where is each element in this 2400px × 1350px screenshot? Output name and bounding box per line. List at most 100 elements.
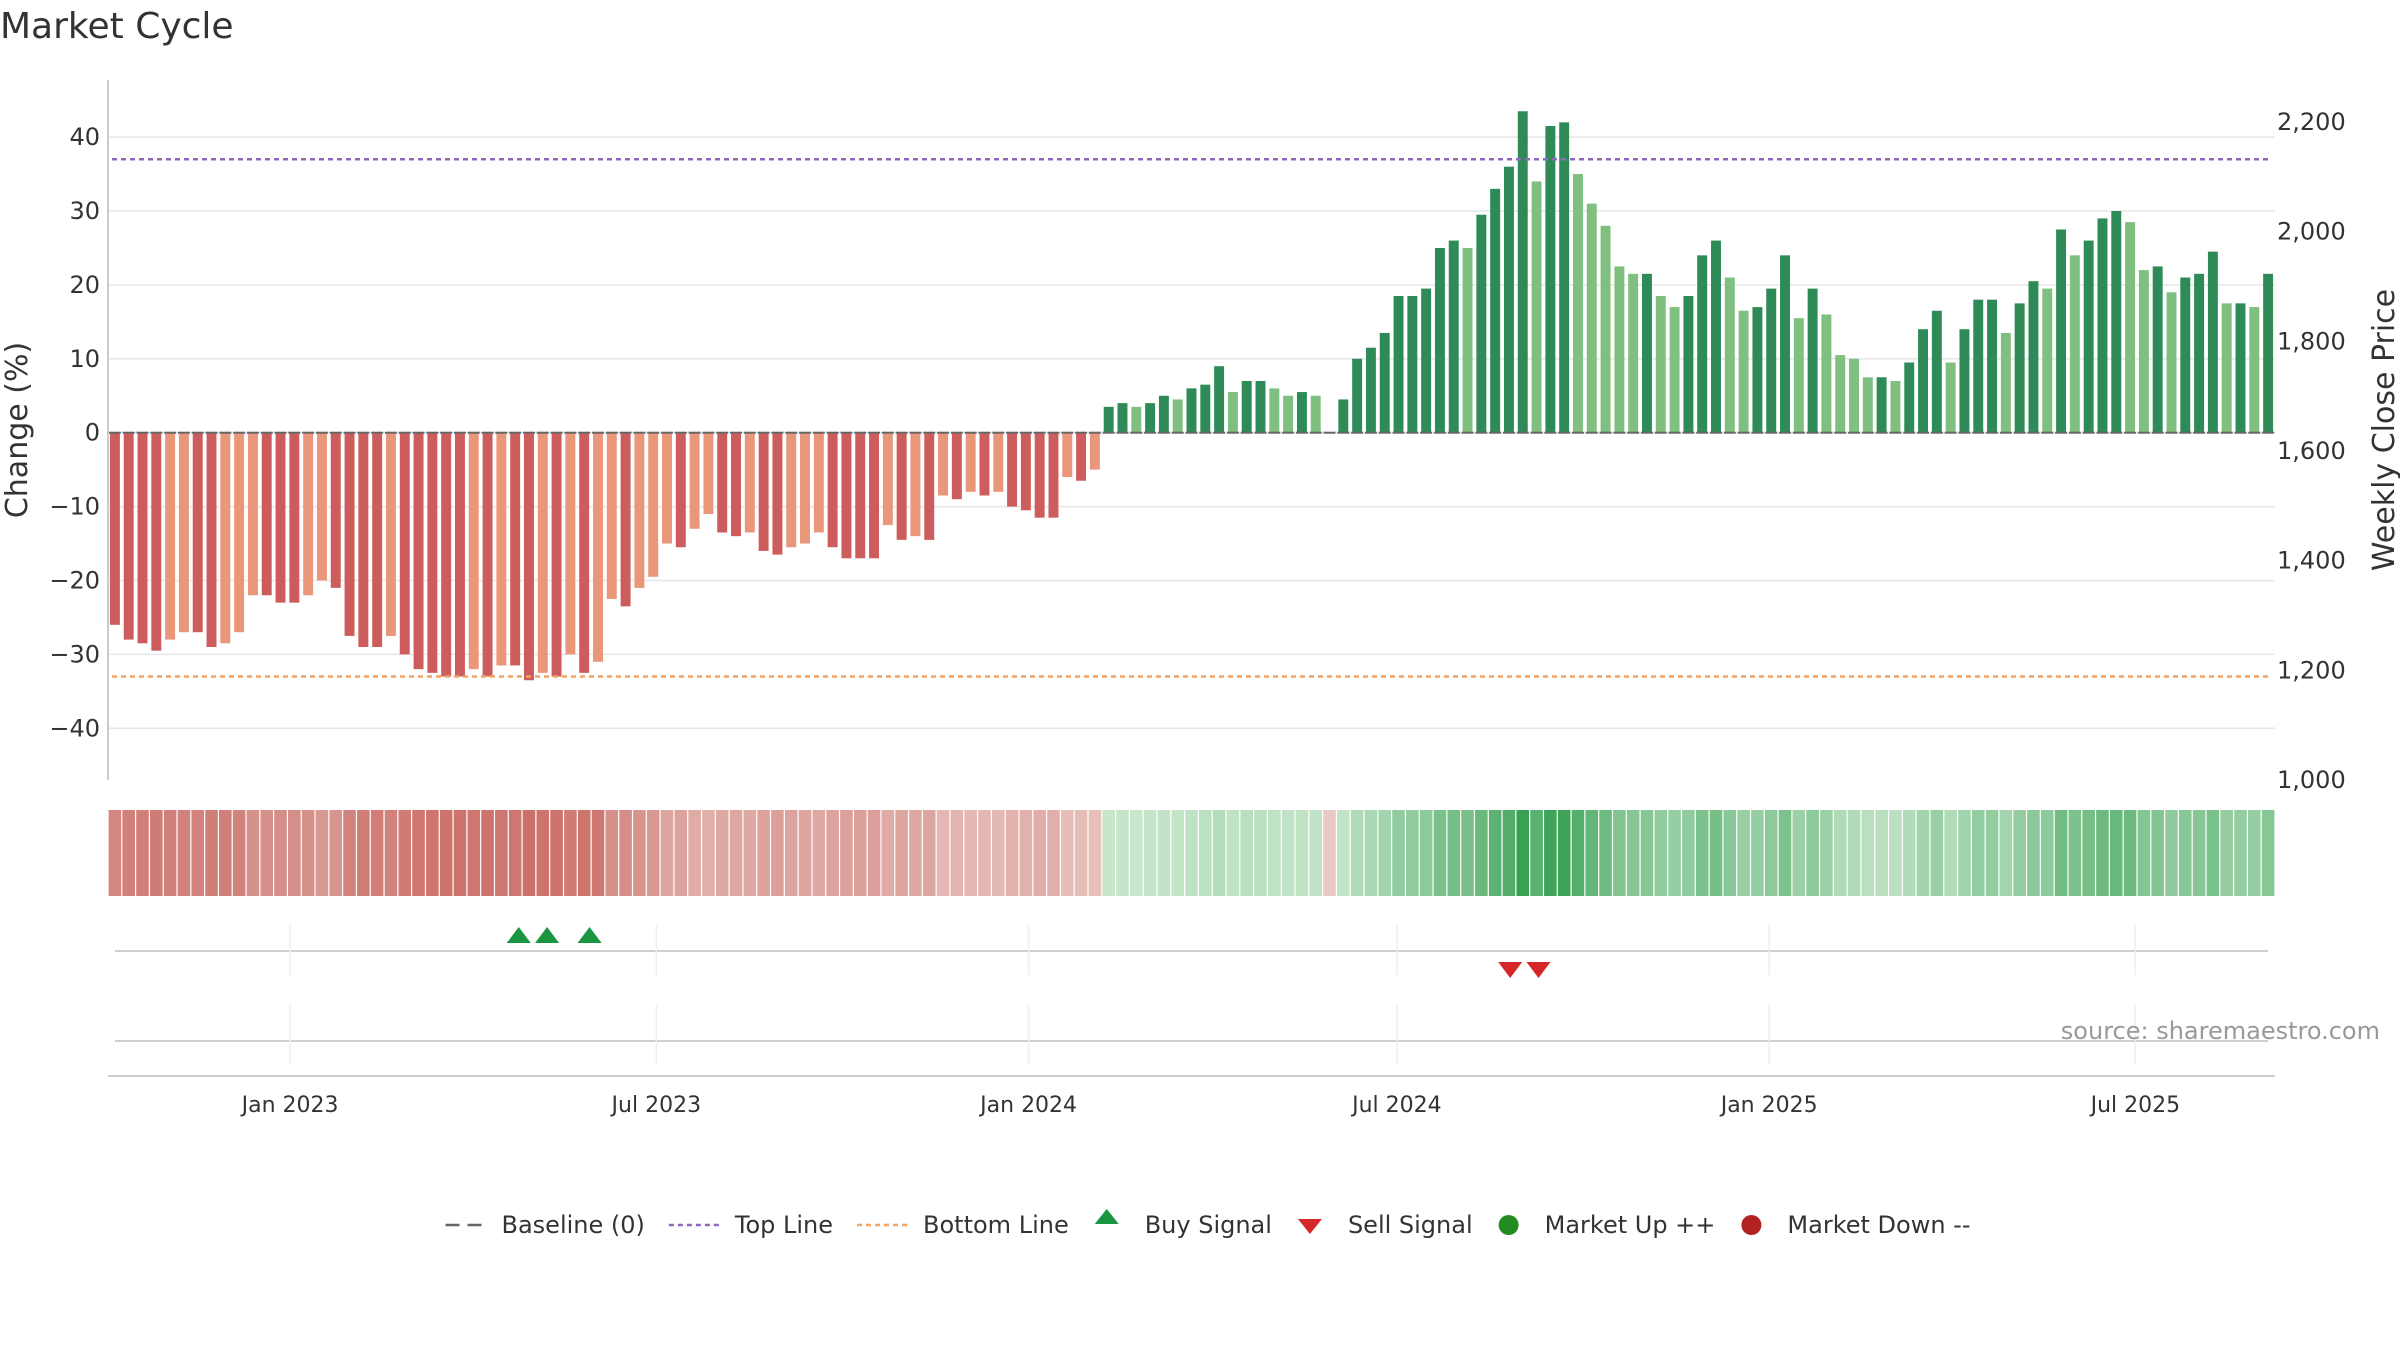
change-bar [247, 432, 258, 596]
band-cell [1447, 810, 1461, 896]
change-bar [1490, 188, 1501, 433]
change-bar [1365, 347, 1376, 433]
change-bar [454, 432, 465, 677]
band-cell [867, 810, 881, 896]
x-axis: Jan 2023 Jul 2023 Jan 2024 Jul 2024 Jan 2025… [108, 1075, 2275, 1118]
band-cell [853, 810, 867, 896]
chart-title: Market Cycle [0, 6, 234, 47]
change-bar [1918, 329, 1929, 433]
change-bar [1531, 181, 1542, 433]
band-cell [1654, 810, 1668, 896]
band-cell [1682, 810, 1695, 896]
y-axis-left-title: Change (%) [0, 342, 35, 518]
band-cell [1916, 810, 1930, 896]
change-bar [951, 432, 962, 500]
band-cell [1833, 810, 1847, 896]
change-bar [1945, 362, 1956, 433]
band-cell [840, 810, 853, 896]
change-bar [772, 432, 783, 555]
change-bar [2000, 332, 2011, 433]
band-cell [508, 810, 522, 896]
change-bar [938, 432, 949, 496]
legend-item-top: Top Line [668, 1211, 833, 1239]
band-cell [1005, 810, 1019, 896]
change-bar [648, 432, 659, 577]
change-bar [1338, 399, 1349, 433]
y-axis-right-title: Weekly Close Price [2367, 289, 2400, 571]
change-bar [2221, 303, 2232, 433]
band-cell [522, 810, 536, 896]
change-bar [1034, 432, 1045, 518]
band-cell [219, 810, 232, 896]
band-cell [1944, 810, 1957, 896]
band-cell [2220, 810, 2233, 896]
band-cell [1544, 810, 1557, 896]
change-bar [1393, 295, 1404, 433]
change-bar [1780, 255, 1790, 433]
change-bar [1007, 432, 1018, 507]
band-cell [315, 810, 329, 896]
legend-item-buy: Buy Signal [1094, 1209, 1272, 1239]
change-bar [2097, 218, 2108, 433]
change-bar [786, 432, 797, 548]
band-cell [301, 810, 315, 896]
change-bar [344, 432, 355, 636]
band-cell [150, 810, 163, 896]
band-cell [1847, 810, 1861, 896]
band-cell [1626, 810, 1640, 896]
band-cell [1764, 810, 1778, 896]
change-bar [634, 432, 645, 588]
y-tick-right: 1,400 [2277, 547, 2346, 575]
band-cell [2096, 810, 2109, 896]
band-cell [2247, 810, 2261, 896]
band-cell [2234, 810, 2247, 896]
change-bar [1890, 380, 1901, 433]
band-cell [1337, 810, 1350, 896]
change-bar [109, 432, 120, 625]
band-cell [1378, 810, 1392, 896]
change-bar [1255, 380, 1266, 433]
change-bar [2083, 240, 2094, 433]
band-cell [1530, 810, 1543, 896]
band-cell [1199, 810, 1212, 896]
change-bar [1241, 380, 1252, 433]
buy-signal-marker [577, 927, 602, 943]
change-bar [316, 432, 327, 581]
change-bar [2166, 292, 2177, 433]
band-cell [1902, 810, 1916, 896]
band-cell [1406, 810, 1419, 896]
change-bar [289, 432, 300, 603]
change-bar [1020, 432, 1031, 511]
band-cell [1516, 810, 1530, 896]
change-bar [2056, 229, 2067, 433]
band-cell [564, 810, 577, 896]
band-cell [1102, 810, 1115, 896]
legend-item-baseline: Baseline (0) [445, 1211, 645, 1239]
band-cell [1212, 810, 1226, 896]
change-bar [1214, 366, 1225, 433]
band-cell [1268, 810, 1281, 896]
y-tick-left: −40 [49, 714, 100, 742]
change-bar [1103, 406, 1114, 433]
change-bar [744, 432, 755, 533]
change-bar [399, 432, 410, 655]
band-cell [1226, 810, 1240, 896]
change-bar [813, 432, 824, 533]
change-bar [1614, 266, 1625, 433]
change-bar [869, 432, 880, 559]
band-cell [467, 810, 481, 896]
band-cell [1820, 810, 1833, 896]
band-cell [1751, 810, 1764, 896]
change-bar [689, 432, 700, 529]
change-bar [468, 432, 479, 670]
buy-signal-marker [506, 927, 531, 943]
band-cell [439, 810, 453, 896]
band-cell [619, 810, 632, 896]
change-bar [372, 432, 383, 647]
change-bar [855, 432, 866, 559]
change-bar [151, 432, 162, 651]
change-bar [2111, 211, 2122, 433]
band-cell [246, 810, 260, 896]
change-bar [1697, 255, 1708, 433]
